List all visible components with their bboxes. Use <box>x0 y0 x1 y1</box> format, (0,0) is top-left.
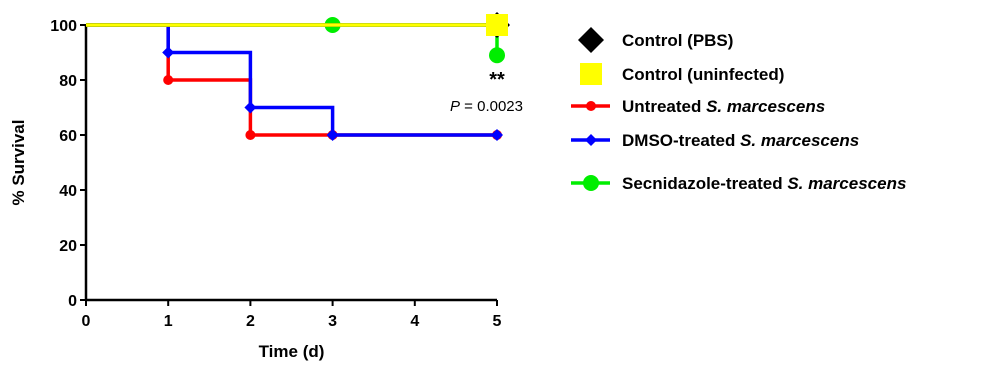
data-point <box>326 129 339 141</box>
legend-item-4: Secnidazole-treated S. marcescens <box>571 174 906 193</box>
data-point <box>162 46 175 59</box>
series-1 <box>86 14 508 36</box>
legend-marker <box>586 101 596 111</box>
data-point <box>491 129 503 141</box>
legend-label: DMSO-treated S. marcescens <box>622 131 859 150</box>
legend-label-plain: Control (PBS) <box>622 31 733 50</box>
x-tick-label: 4 <box>410 313 419 330</box>
legend-label-plain: DMSO-treated <box>622 131 740 150</box>
y-tick-label: 60 <box>59 128 77 145</box>
data-point <box>489 47 505 64</box>
legend-marker <box>578 27 604 53</box>
p-symbol: P <box>450 98 460 115</box>
y-tick-label: 0 <box>68 293 77 310</box>
x-tick-label: 0 <box>82 313 91 330</box>
legend-label-plain: Secnidazole-treated <box>622 174 787 193</box>
legend-label-plain: Untreated <box>622 97 706 116</box>
series-line <box>86 23 497 137</box>
legend-marker <box>580 63 602 85</box>
series-line <box>86 23 497 137</box>
annotations: P = 0.0023 ** <box>450 69 523 115</box>
data-point <box>163 75 174 85</box>
p-value-text: = 0.0023 <box>460 98 523 115</box>
legend-label: Secnidazole-treated S. marcescens <box>622 174 906 193</box>
series-2 <box>86 23 502 140</box>
x-axis-label: Time (d) <box>259 342 325 361</box>
y-tick-label: 80 <box>59 73 77 90</box>
legend-label: Untreated S. marcescens <box>622 97 825 116</box>
series-line <box>86 23 499 56</box>
legend-label: Control (uninfected) <box>622 65 784 84</box>
legend-label-italic: S. marcescens <box>787 174 906 193</box>
data-point <box>486 14 508 36</box>
data-point <box>245 130 256 140</box>
x-tick-label: 5 <box>493 313 502 330</box>
p-value-annotation: P = 0.0023 <box>450 98 523 115</box>
y-tick-label: 40 <box>59 183 77 200</box>
x-tick-label: 2 <box>246 313 255 330</box>
legend-item-2: Untreated S. marcescens <box>571 97 825 116</box>
legend-item-3: DMSO-treated S. marcescens <box>571 131 859 150</box>
series-3 <box>86 23 503 141</box>
legend-label-italic: S. marcescens <box>706 97 825 116</box>
y-tick-label: 20 <box>59 238 77 255</box>
legend: Control (PBS) Control (uninfected) Untreat… <box>571 27 906 193</box>
legend-label-plain: Control (uninfected) <box>622 65 784 84</box>
x-tick-label: 3 <box>328 313 337 330</box>
legend-label-italic: S. marcescens <box>740 131 859 150</box>
legend-item-1: Control (uninfected) <box>580 63 784 85</box>
legend-item-0: Control (PBS) <box>578 27 733 53</box>
significance-stars: ** <box>489 69 505 91</box>
y-tick-label: 100 <box>50 18 77 35</box>
legend-marker <box>585 134 597 146</box>
data-point <box>244 101 257 114</box>
y-axis-label: % Survival <box>9 120 28 206</box>
x-tick-label: 1 <box>164 313 173 330</box>
series-layer <box>86 12 510 141</box>
legend-label: Control (PBS) <box>622 31 733 50</box>
axes: 0 20 40 60 80 100 0 1 2 3 4 5 Time (d) % Survival <box>9 18 502 361</box>
legend-marker <box>583 175 599 191</box>
